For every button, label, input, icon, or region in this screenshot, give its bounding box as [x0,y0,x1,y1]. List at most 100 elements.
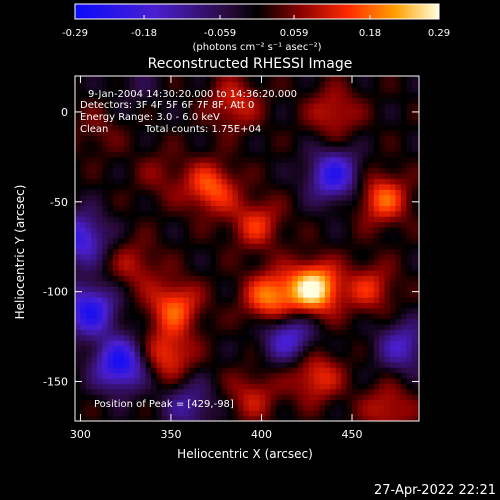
heatmap-pixel [270,248,277,255]
heatmap-pixel [232,146,239,153]
heatmap-pixel [303,399,310,406]
heatmap-pixel [330,194,337,201]
heatmap-pixel [417,151,419,158]
heatmap-pixel [379,183,386,190]
heatmap-pixel [123,345,130,352]
heatmap-pixel [275,248,282,255]
heatmap-pixel [134,345,141,352]
heatmap-pixel [362,97,369,104]
heatmap-pixel [390,361,397,368]
heatmap-pixel [341,216,348,223]
heatmap-pixel [286,302,293,309]
heatmap-pixel [281,199,288,206]
heatmap-pixel [303,205,310,212]
heatmap-pixel [352,372,359,379]
heatmap-pixel [80,329,87,336]
heatmap-pixel [254,270,261,277]
heatmap-pixel [308,81,315,88]
heatmap-pixel [330,113,337,120]
heatmap-pixel [417,86,419,93]
heatmap-pixel [308,113,315,120]
heatmap-pixel [129,350,136,357]
heatmap-pixel [259,323,266,330]
heatmap-pixel [75,81,82,88]
heatmap-pixel [270,280,277,287]
heatmap-pixel [281,237,288,244]
heatmap-pixel [379,345,386,352]
heatmap-pixel [210,173,217,180]
heatmap-pixel [118,377,125,384]
heatmap-pixel [411,76,418,82]
heatmap-pixel [346,232,353,239]
heatmap-pixel [172,329,179,336]
heatmap-pixel [324,248,331,255]
heatmap-pixel [102,210,109,217]
heatmap-pixel [417,156,419,163]
heatmap-pixel [156,167,163,174]
heatmap-pixel [368,97,375,104]
heatmap-pixel [395,81,402,88]
heatmap-pixel [221,334,228,341]
heatmap-pixel [303,76,310,82]
heatmap-pixel [221,323,228,330]
heatmap-pixel [286,259,293,266]
heatmap-pixel [96,302,103,309]
heatmap-pixel [140,162,147,169]
heatmap-pixel [183,270,190,277]
heatmap-pixel [227,340,234,347]
heatmap-pixel [275,173,282,180]
heatmap-pixel [395,248,402,255]
heatmap-pixel [254,329,261,336]
heatmap-pixel [232,92,239,99]
heatmap-pixel [406,221,413,228]
colorbar [74,3,440,20]
heatmap-pixel [134,221,141,228]
heatmap-pixel [308,394,315,401]
heatmap-pixel [352,151,359,158]
heatmap-pixel [259,334,266,341]
heatmap-pixel [151,129,158,136]
heatmap-pixel [216,367,223,374]
heatmap-pixel [85,313,92,320]
heatmap-pixel [189,329,196,336]
heatmap-pixel [199,270,206,277]
heatmap-pixel [259,367,266,374]
heatmap-pixel [85,119,92,126]
heatmap-pixel [395,318,402,325]
heatmap-pixel [237,97,244,104]
heatmap-pixel [292,108,299,115]
heatmap-pixel [346,210,353,217]
heatmap-pixel [368,345,375,352]
heatmap-pixel [194,76,201,82]
heatmap-pixel [91,113,98,120]
heatmap-pixel [406,329,413,336]
heatmap-pixel [156,119,163,126]
heatmap-pixel [80,205,87,212]
heatmap-pixel [216,216,223,223]
heatmap-pixel [265,270,272,277]
heatmap-pixel [243,237,250,244]
heatmap-pixel [107,119,114,126]
heatmap-pixel [194,280,201,287]
heatmap-pixel [172,221,179,228]
heatmap-pixel [183,108,190,115]
heatmap-pixel [145,210,152,217]
heatmap-pixel [210,167,217,174]
heatmap-pixel [400,323,407,330]
heatmap-pixel [113,361,120,368]
heatmap-pixel [113,221,120,228]
heatmap-pixel [243,302,250,309]
heatmap-pixel [286,318,293,325]
heatmap-pixel [406,243,413,250]
heatmap-pixel [400,410,407,417]
heatmap-pixel [118,221,125,228]
heatmap-pixel [80,356,87,363]
heatmap-pixel [346,167,353,174]
heatmap-pixel [303,119,310,126]
heatmap-pixel [96,113,103,120]
heatmap-pixel [134,243,141,250]
heatmap-pixel [373,92,380,99]
heatmap-pixel [254,76,261,82]
heatmap-pixel [227,377,234,384]
heatmap-pixel [216,162,223,169]
